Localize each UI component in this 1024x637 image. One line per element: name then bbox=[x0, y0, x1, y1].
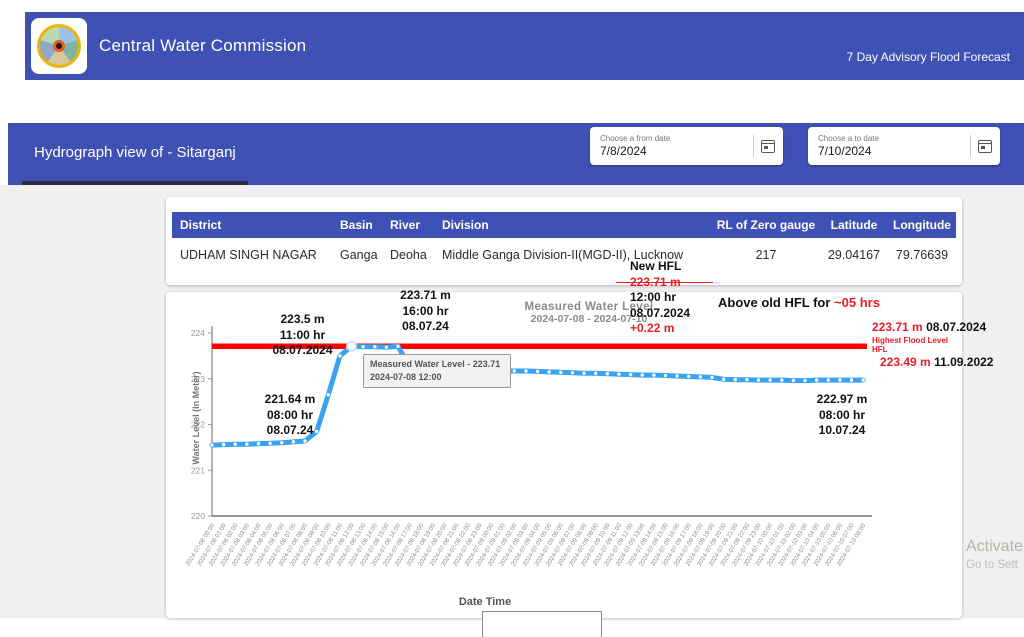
divider bbox=[753, 135, 754, 157]
app-title: Central Water Commission bbox=[99, 36, 307, 55]
col-division: Division bbox=[442, 218, 489, 232]
col-rl-zero-gauge: RL of Zero gauge bbox=[716, 218, 816, 232]
hfl-caption-1: Highest Flood Level bbox=[872, 335, 949, 345]
above-old-duration: ~05 hrs bbox=[834, 295, 880, 310]
svg-text:224: 224 bbox=[191, 328, 205, 338]
to-date-input[interactable]: 7/10/2024 bbox=[818, 144, 872, 158]
annotation-line: 11:00 hr bbox=[279, 327, 326, 342]
to-date-picker[interactable]: Choose a to date 7/10/2024 bbox=[808, 127, 1000, 165]
cell-division: Middle Ganga Division-II(MGD-II), Luckno… bbox=[442, 248, 684, 262]
tooltip-time: 2024-07-08 12:00 bbox=[370, 372, 442, 382]
new-hfl-level: 223.71 m bbox=[630, 274, 681, 289]
annotation-new-hfl: New HFL 223.71 m 12:00 hr 08.07.2024 +0.… bbox=[630, 259, 720, 337]
new-hfl-label: New HFL bbox=[630, 259, 682, 273]
annotation-above-old-hfl: Above old HFL for ~05 hrs bbox=[718, 295, 880, 311]
chart-title-line1: Measured Water Level bbox=[524, 301, 654, 313]
cell-longitude: 79.76639 bbox=[895, 248, 949, 262]
station-table-card: District Basin River Division RL of Zero… bbox=[166, 197, 962, 285]
svg-text:222: 222 bbox=[191, 420, 205, 430]
cell-latitude: 29.04167 bbox=[827, 248, 881, 262]
y-axis-title: Water Level (In Meter) bbox=[191, 371, 201, 465]
new-hfl-delta: +0.22 m bbox=[630, 321, 675, 335]
cwc-emblem-icon bbox=[37, 24, 81, 68]
title-underline bbox=[22, 181, 248, 185]
calendar-icon[interactable] bbox=[978, 139, 992, 153]
annotation-line: 16:00 hr bbox=[402, 303, 449, 318]
annotation-start-point: 221.64 m 08:00 hr 08.07.24 bbox=[250, 392, 330, 439]
cwc-logo bbox=[31, 18, 87, 74]
svg-text:223: 223 bbox=[191, 374, 205, 384]
chart-title-line2: 2024-07-08 - 2024-07-10 bbox=[530, 313, 648, 325]
annotation-line: 223.71 m bbox=[400, 288, 451, 302]
col-longitude: Longitude bbox=[893, 218, 951, 232]
annotation-line: 08.07.2024 bbox=[272, 343, 333, 357]
annotation-line: 222.97 m bbox=[816, 392, 868, 406]
annotation-line: 08:00 hr bbox=[818, 407, 866, 422]
activation-watermark: Activate Go to Sett bbox=[966, 537, 1023, 573]
to-date-label: Choose a to date bbox=[818, 134, 879, 143]
advisory-forecast-link[interactable]: 7 Day Advisory Flood Forecast bbox=[846, 50, 1010, 64]
app-header: Central Water Commission 7 Day Advisory … bbox=[25, 12, 1024, 80]
col-river: River bbox=[390, 218, 421, 232]
hfl-new-level: 223.71 m bbox=[872, 320, 923, 334]
watermark-line2: Go to Sett bbox=[966, 559, 1018, 571]
station-table: District Basin River Division RL of Zero… bbox=[172, 212, 956, 272]
hfl-new-date: 08.07.2024 bbox=[926, 320, 987, 334]
table-row: UDHAM SINGH NAGAR Ganga Deoha Middle Gan… bbox=[172, 238, 956, 272]
cell-river: Deoha bbox=[390, 248, 427, 262]
above-old-text: Above old HFL for bbox=[718, 295, 835, 310]
calendar-icon[interactable] bbox=[761, 139, 775, 153]
col-basin: Basin bbox=[340, 218, 373, 232]
cell-rl-zero-gauge: 217 bbox=[755, 248, 777, 262]
annotation-line: 221.64 m bbox=[264, 392, 316, 406]
new-hfl-date: 08.07.2024 bbox=[630, 305, 691, 320]
legend-box[interactable] bbox=[482, 611, 602, 637]
annotation-line: 08:00 hr bbox=[266, 407, 314, 422]
annotation-hfl-right: 223.71 m 08.07.2024 Highest Flood Level … bbox=[872, 320, 1022, 370]
annotation-rise-point: 223.5 m 11:00 hr 08.07.2024 bbox=[255, 312, 350, 359]
from-date-label: Choose a from date bbox=[600, 134, 671, 143]
x-axis-title: Date Time bbox=[458, 596, 512, 608]
annotation-peak-point: 223.71 m 16:00 hr 08.07.24 bbox=[383, 288, 468, 335]
cell-district: UDHAM SINGH NAGAR bbox=[180, 248, 317, 262]
from-date-input[interactable]: 7/8/2024 bbox=[600, 144, 647, 158]
hfl-new-line: 223.71 m 08.07.2024 bbox=[872, 320, 1022, 336]
chart-title: Measured Water Level 2024-07-08 - 2024-0… bbox=[505, 301, 673, 325]
hfl-caption-2: HFL bbox=[872, 345, 888, 354]
hfl-old-date: 11.09.2022 bbox=[934, 354, 994, 369]
new-hfl-time: 12:00 hr bbox=[630, 290, 677, 304]
svg-text:221: 221 bbox=[191, 465, 205, 475]
hfl-old-line: 223.49 m 11.09.2022 bbox=[872, 355, 1022, 371]
page-title: Hydrograph view of - Sitarganj bbox=[34, 144, 236, 161]
watermark-line1: Activate bbox=[966, 538, 1023, 555]
new-hfl-strike-line bbox=[616, 282, 713, 283]
chart-tooltip: Measured Water Level - 223.71 2024-07-08… bbox=[363, 354, 511, 388]
table-header-row: District Basin River Division RL of Zero… bbox=[172, 212, 956, 238]
annotation-line: 08.07.24 bbox=[402, 319, 449, 333]
annotation-line: 10.07.24 bbox=[818, 423, 866, 437]
annotation-end-point: 222.97 m 08:00 hr 10.07.24 bbox=[803, 392, 881, 439]
svg-text:220: 220 bbox=[191, 511, 205, 521]
divider bbox=[970, 135, 971, 157]
cell-basin: Ganga bbox=[340, 248, 378, 262]
hydrograph-toolbar: Hydrograph view of - Sitarganj Choose a … bbox=[8, 123, 1024, 185]
hfl-old-level: 223.49 m bbox=[880, 354, 931, 369]
from-date-picker[interactable]: Choose a from date 7/8/2024 bbox=[590, 127, 783, 165]
col-latitude: Latitude bbox=[830, 218, 878, 232]
tooltip-value: Measured Water Level - 223.71 bbox=[370, 359, 501, 369]
col-district: District bbox=[180, 218, 222, 232]
annotation-line: 223.5 m bbox=[280, 312, 325, 326]
cwc-emblem-center bbox=[53, 40, 65, 52]
annotation-line: 08.07.24 bbox=[266, 423, 314, 437]
